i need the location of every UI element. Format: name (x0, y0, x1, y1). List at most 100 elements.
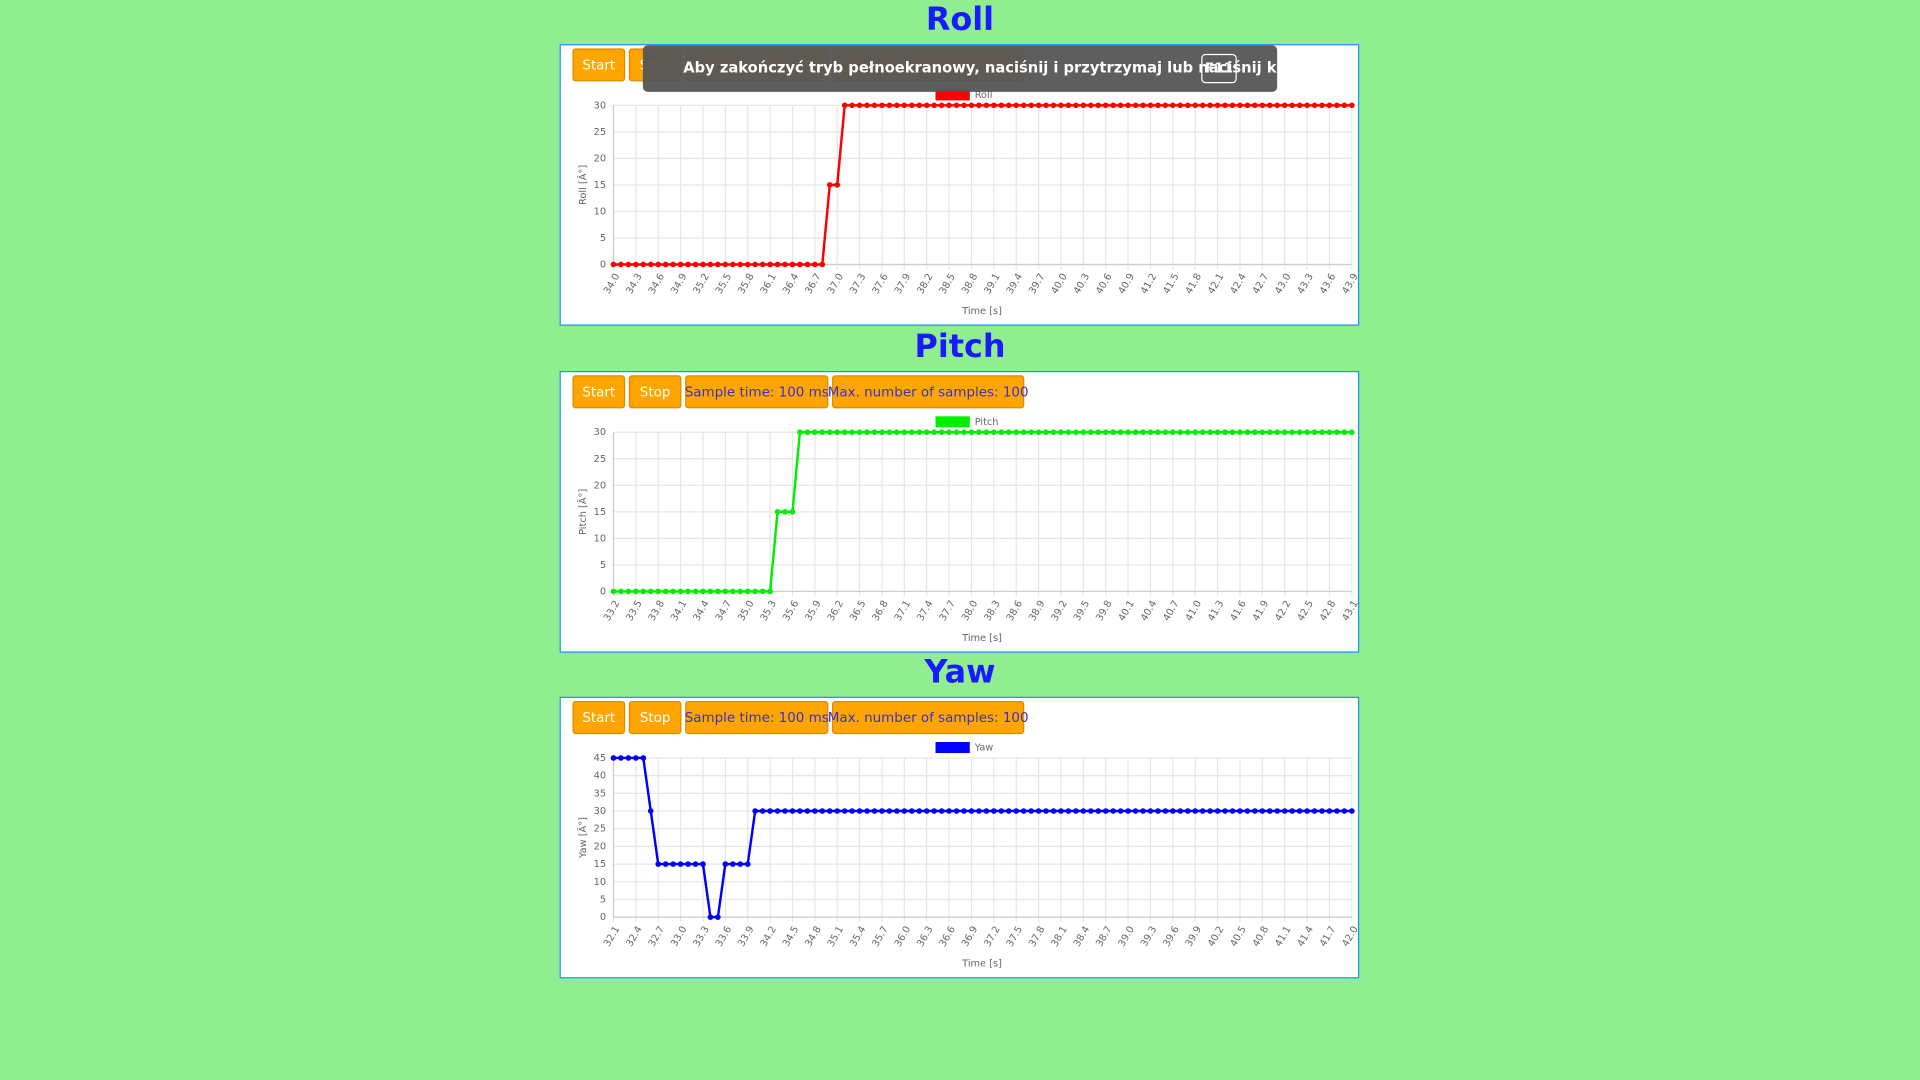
button[interactable] (572, 375, 626, 409)
data-point (804, 808, 811, 814)
data-point (1341, 429, 1348, 436)
data-point (670, 861, 676, 867)
series-line (613, 431, 1352, 593)
button[interactable] (628, 701, 682, 735)
data-point (916, 102, 923, 109)
data-point (1222, 429, 1228, 436)
data-point (1028, 429, 1034, 436)
data-point (662, 261, 669, 268)
data-point (1311, 429, 1318, 436)
data-point (722, 261, 729, 268)
data-point (961, 808, 967, 814)
data-point (1199, 429, 1206, 436)
data-point (834, 429, 841, 436)
data-point (938, 429, 945, 436)
data-point (1341, 808, 1348, 814)
data-point (1058, 429, 1064, 436)
data-point (1184, 808, 1191, 814)
button-label[interactable]: Stop (640, 385, 671, 400)
data-point (894, 102, 900, 109)
y-tick-label: 30 (594, 806, 606, 817)
data-point (841, 808, 848, 814)
y-tick-label: 0 (600, 259, 606, 270)
data-point (983, 429, 990, 436)
data-point (737, 261, 744, 268)
data-point (879, 429, 885, 436)
data-point (774, 509, 781, 515)
data-point (871, 102, 878, 109)
data-point (1058, 808, 1064, 814)
data-point (1020, 102, 1027, 109)
data-point (1147, 429, 1154, 436)
y-tick-label: 10 (594, 877, 606, 888)
button-label[interactable]: Stop (640, 711, 671, 726)
data-point (1199, 808, 1206, 814)
button[interactable] (685, 701, 829, 735)
button-label[interactable]: Sample time: 100 ms (685, 385, 829, 400)
data-point (655, 861, 662, 867)
button-label[interactable]: Max. number of samples: 100 (828, 711, 1029, 726)
data-point (1326, 429, 1333, 436)
data-point (1311, 808, 1318, 814)
data-point (938, 102, 945, 109)
data-point (916, 429, 923, 436)
data-point (1125, 808, 1131, 814)
button[interactable] (832, 375, 1025, 409)
button[interactable] (628, 375, 682, 409)
button[interactable] (572, 48, 626, 82)
button[interactable] (572, 701, 626, 735)
y-tick-label: 40 (594, 771, 606, 782)
data-point (1102, 429, 1109, 436)
data-point (767, 808, 773, 814)
data-point (1125, 429, 1131, 436)
x-axis-label: Time [s] (961, 633, 1002, 644)
y-tick-label: 10 (594, 206, 606, 217)
data-point (1319, 102, 1325, 109)
data-point (797, 429, 803, 436)
data-point (1222, 102, 1228, 109)
data-point (774, 808, 781, 814)
data-point (908, 102, 915, 109)
button[interactable] (832, 701, 1025, 735)
data-point (856, 808, 863, 814)
data-point (655, 588, 662, 595)
data-point (849, 102, 855, 109)
data-point (1184, 102, 1191, 109)
data-point (998, 808, 1005, 814)
data-point (1244, 808, 1251, 814)
data-point (789, 509, 796, 515)
button-label[interactable]: Start (582, 59, 615, 74)
data-point (1207, 102, 1213, 109)
data-point (1192, 102, 1199, 109)
y-axis-label: Pitch [Â°] (576, 489, 589, 535)
data-point (610, 588, 617, 595)
data-point (685, 588, 691, 595)
data-point (662, 588, 669, 595)
data-point (625, 755, 632, 761)
y-axis-label: Yaw [Â°] (576, 817, 589, 859)
data-point (819, 261, 826, 268)
data-point (1028, 808, 1034, 814)
data-point (1155, 429, 1161, 436)
button-label[interactable]: Max. number of samples: 100 (828, 385, 1029, 400)
y-tick-label: 20 (594, 480, 606, 491)
data-point (894, 429, 900, 436)
data-point (1073, 808, 1079, 814)
data-point (1192, 429, 1199, 436)
legend-swatch (935, 89, 970, 101)
data-point (1125, 102, 1131, 109)
key-box (1201, 53, 1237, 84)
button-label[interactable]: Start (582, 711, 615, 726)
data-point (1035, 429, 1042, 436)
data-point (1073, 102, 1079, 109)
data-point (677, 588, 684, 595)
y-tick-label: 5 (600, 894, 606, 905)
button-label[interactable]: Start (582, 385, 615, 400)
legend-label: Yaw (974, 743, 994, 754)
data-point (886, 429, 893, 436)
button-label[interactable]: Sample time: 100 ms (685, 711, 829, 726)
data-point (834, 182, 841, 188)
data-point (752, 261, 758, 268)
y-tick-label: 35 (594, 788, 606, 799)
button[interactable] (685, 375, 829, 409)
